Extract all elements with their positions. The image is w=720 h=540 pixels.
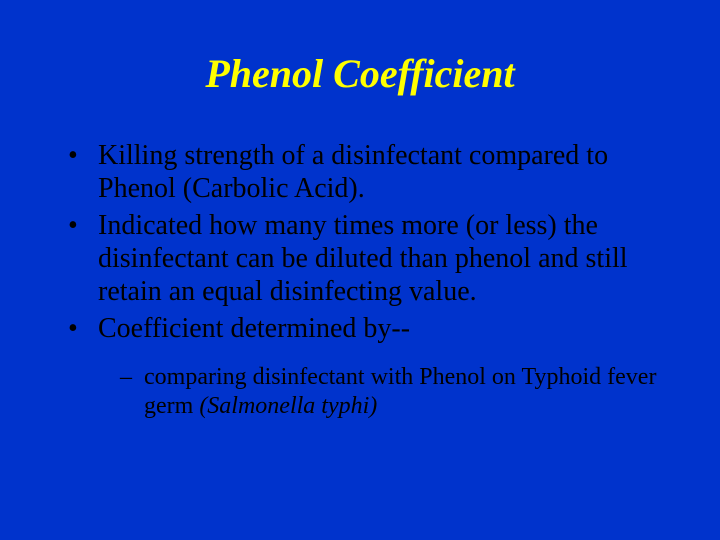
bullet-text: Killing strength of a disinfectant compa…: [98, 140, 608, 204]
bullet-list: Killing strength of a disinfectant compa…: [40, 139, 680, 420]
bullet-text: Indicated how many times more (or less) …: [98, 210, 628, 307]
slide-title: Phenol Coefficient: [40, 50, 680, 97]
sub-list: comparing disinfectant with Phenol on Ty…: [98, 363, 670, 420]
bullet-text: Coefficient determined by--: [98, 313, 410, 344]
sub-text-italic: (Salmonella typhi): [199, 393, 377, 419]
bullet-item: Indicated how many times more (or less) …: [98, 209, 680, 308]
bullet-item: Coefficient determined by-- comparing di…: [98, 312, 680, 420]
bullet-item: Killing strength of a disinfectant compa…: [98, 139, 680, 205]
sub-item: comparing disinfectant with Phenol on Ty…: [144, 363, 670, 420]
slide: Phenol Coefficient Killing strength of a…: [0, 0, 720, 540]
